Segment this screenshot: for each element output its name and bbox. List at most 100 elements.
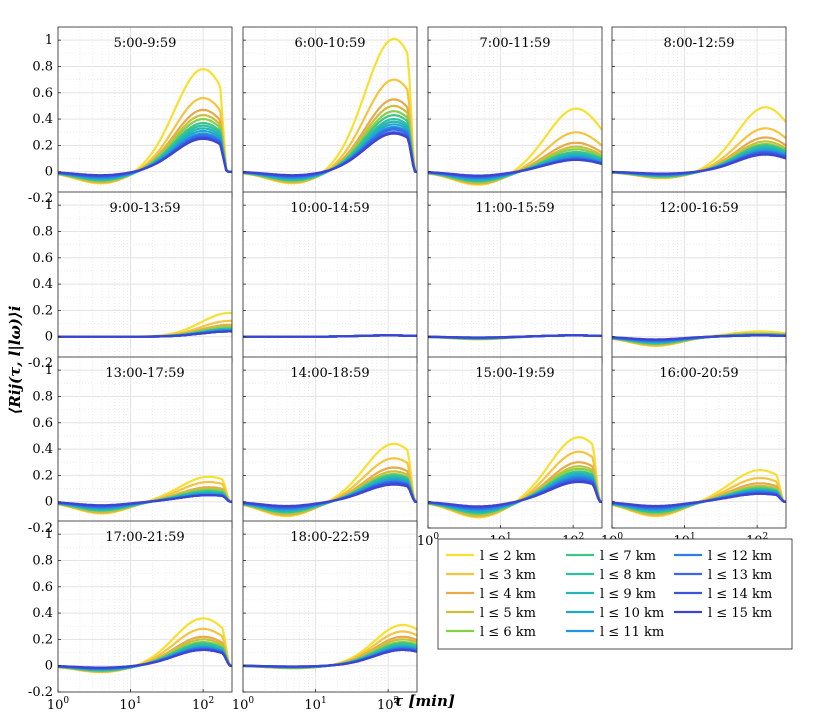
series-group — [58, 617, 232, 674]
series-group — [428, 107, 602, 186]
x-tick-exponent: 1 — [136, 696, 142, 706]
x-tick-base: 10 — [377, 698, 394, 713]
series-group — [243, 623, 417, 670]
panel-frame — [427, 356, 603, 529]
panel-title: 12:00-16:59 — [659, 201, 738, 216]
panel-title: 8:00-12:59 — [663, 36, 734, 51]
panel: 7:00-11:59 — [427, 26, 603, 199]
x-tick-exponent: 2 — [394, 696, 400, 706]
series-line — [428, 158, 602, 177]
y-tick-label: 1 — [45, 363, 53, 378]
panel-title: 13:00-17:59 — [105, 366, 184, 381]
x-tick-exponent: 2 — [209, 696, 215, 706]
x-tick-base: 10 — [232, 698, 249, 713]
panel: 6:00-10:59 — [242, 26, 418, 199]
panel: 1 0.8 0.6 0.4 0.2 0 -0.2 9:00-13:59 — [28, 191, 233, 371]
x-tick-exponent: 0 — [63, 696, 69, 706]
panel: 10010110216:00-20:59 — [601, 356, 787, 549]
series-line — [428, 480, 602, 508]
y-tick-label: 0.2 — [32, 138, 53, 153]
series-line — [58, 137, 232, 177]
y-tick-label: 1 — [45, 527, 53, 542]
x-tick-exponent: 1 — [690, 532, 696, 542]
panel-title: 11:00-15:59 — [475, 201, 554, 216]
panel-title: 6:00-10:59 — [294, 36, 365, 51]
legend-entry: l ≤ 14 km — [708, 587, 772, 602]
y-tick-label: 0.8 — [32, 389, 53, 404]
y-tick-label: 0 — [45, 165, 53, 180]
x-tick-base: 10 — [119, 698, 136, 713]
legend-entry: l ≤ 13 km — [708, 568, 772, 583]
y-tick-label: 0.2 — [32, 468, 53, 483]
panels-layer: 1 0.8 0.6 0.4 0.2 0 -0.2 5:00-9:59 6:00-10:59 7:0… — [28, 26, 787, 713]
series-group — [612, 330, 786, 347]
y-tick-label: 0.8 — [32, 224, 53, 239]
panel-title: 17:00-21:59 — [105, 530, 184, 545]
panel: 8:00-12:59 — [611, 26, 787, 199]
legend-entry: l ≤ 4 km — [480, 587, 536, 602]
legend-entry: l ≤ 12 km — [708, 549, 772, 564]
legend-layer: l ≤ 2 km l ≤ 3 km l ≤ 4 km l ≤ 5 km l ≤ 6 km… — [437, 538, 793, 650]
y-axis-label: ⟨Rij(τ, l|lω)⟩i — [6, 305, 24, 414]
legend-entry: l ≤ 9 km — [600, 587, 656, 602]
y-tick-label: 0.6 — [32, 86, 53, 101]
panel-title: 16:00-20:59 — [659, 366, 738, 381]
panel-frame — [57, 520, 233, 693]
legend-entry: l ≤ 5 km — [480, 606, 536, 621]
panel-title: 15:00-19:59 — [475, 366, 554, 381]
series-group — [58, 475, 232, 515]
x-tick-label: 100 — [232, 696, 255, 713]
legend-entry: l ≤ 2 km — [480, 549, 536, 564]
legend-entry: l ≤ 15 km — [708, 606, 772, 621]
x-tick-label: 102 — [377, 696, 399, 713]
y-tick-label: -0.2 — [28, 685, 53, 700]
series-line — [243, 483, 417, 508]
panel-title: 10:00-14:59 — [290, 201, 369, 216]
panel-frame — [242, 520, 418, 693]
series-group — [428, 436, 602, 519]
series-group — [428, 334, 602, 341]
panel: 12:00-16:59 — [611, 191, 787, 364]
legend-entry: l ≤ 7 km — [600, 549, 656, 564]
x-tick-label: 100 — [417, 532, 440, 549]
series-group — [243, 334, 417, 338]
y-tick-label: 1 — [45, 33, 53, 48]
panel: 10:00-14:59 — [242, 191, 418, 364]
series-line — [58, 648, 232, 669]
panel-title: 7:00-11:59 — [479, 36, 550, 51]
x-tick-base: 10 — [304, 698, 321, 713]
x-tick-exponent: 0 — [248, 696, 254, 706]
x-tick-exponent: 0 — [617, 532, 623, 542]
y-tick-label: 1 — [45, 198, 53, 213]
panel: 1 0.8 0.6 0.4 0.2 0 -0.2 5:00-9:59 — [28, 26, 233, 206]
x-tick-exponent: 2 — [763, 532, 769, 542]
series-line — [428, 334, 602, 339]
panel: 14:00-18:59 — [242, 356, 418, 529]
panel-frame — [611, 356, 787, 529]
panel-background — [58, 27, 232, 198]
panel-title: 14:00-18:59 — [290, 366, 369, 381]
panel: 1 0.8 0.6 0.4 0.2 0 -0.2 13:00-17:59 — [28, 356, 233, 536]
x-tick-base: 10 — [417, 534, 434, 549]
x-tick-exponent: 2 — [579, 532, 585, 542]
y-tick-label: -0.2 — [28, 191, 53, 206]
x-tick-exponent: 1 — [506, 532, 512, 542]
y-tick-label: 0 — [45, 659, 53, 674]
series-line — [612, 334, 786, 341]
y-tick-label: 0.8 — [32, 59, 53, 74]
panel-title: 9:00-13:59 — [109, 201, 180, 216]
y-tick-label: 0.4 — [32, 112, 53, 127]
series-group — [58, 68, 232, 185]
y-tick-label: 0.4 — [32, 277, 53, 292]
y-tick-label: -0.2 — [28, 521, 53, 536]
x-tick-label: 102 — [192, 696, 214, 713]
y-tick-label: 0.4 — [32, 442, 53, 457]
y-tick-label: 0.8 — [32, 553, 53, 568]
legend-entry: l ≤ 11 km — [600, 625, 664, 640]
series-group — [612, 469, 786, 518]
y-tick-label: 0 — [45, 330, 53, 345]
x-tick-label: 100 — [47, 696, 70, 713]
y-tick-label: 0.6 — [32, 416, 53, 431]
